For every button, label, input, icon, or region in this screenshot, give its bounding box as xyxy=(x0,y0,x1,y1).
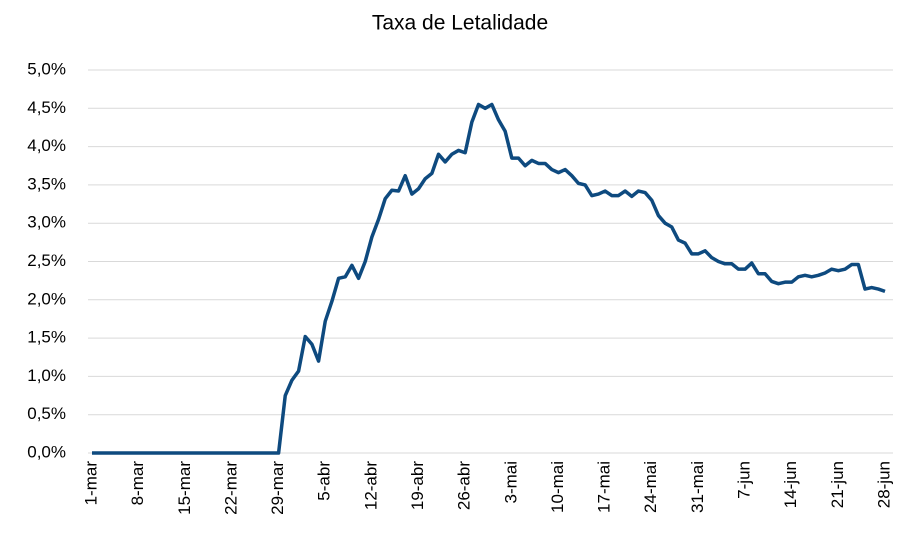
x-tick-label: 19-abr xyxy=(408,461,427,510)
y-tick-label: 4,5% xyxy=(27,98,66,117)
x-tick-label: 3-mai xyxy=(501,461,520,504)
x-tick-label: 1-mar xyxy=(81,461,100,506)
x-tick-label: 14-jun xyxy=(781,461,800,508)
x-tick-label: 29-mar xyxy=(268,461,287,515)
data-line xyxy=(92,102,886,455)
y-tick-label: 2,0% xyxy=(27,289,66,308)
x-tick-label: 10-mai xyxy=(548,461,567,513)
x-tick-label: 8-mar xyxy=(128,461,147,506)
x-tick-label: 7-jun xyxy=(735,461,754,499)
x-tick-label: 24-mai xyxy=(641,461,660,513)
x-tick-label: 22-mar xyxy=(221,461,240,515)
x-tick-label: 17-mai xyxy=(595,461,614,513)
x-tick-label: 5-abr xyxy=(315,461,334,501)
y-tick-label: 3,5% xyxy=(27,174,66,193)
x-tick-label: 26-abr xyxy=(455,461,474,510)
y-tick-label: 3,0% xyxy=(27,213,66,232)
x-tick-label: 28-jun xyxy=(874,461,893,508)
y-tick-label: 4,0% xyxy=(27,136,66,155)
y-tick-label: 0,0% xyxy=(27,442,66,461)
x-tick-label: 21-jun xyxy=(828,461,847,508)
y-tick-label: 1,5% xyxy=(27,328,66,347)
y-tick-label: 2,5% xyxy=(27,251,66,270)
chart-title: Taxa de Letalidade xyxy=(372,12,548,35)
y-tick-label: 0,5% xyxy=(27,404,66,423)
x-tick-label: 31-mai xyxy=(688,461,707,513)
y-tick-label: 1,0% xyxy=(27,366,66,385)
x-tick-label: 15-mar xyxy=(175,461,194,515)
x-tick-label: 12-abr xyxy=(361,461,380,510)
y-tick-label: 5,0% xyxy=(27,59,66,78)
